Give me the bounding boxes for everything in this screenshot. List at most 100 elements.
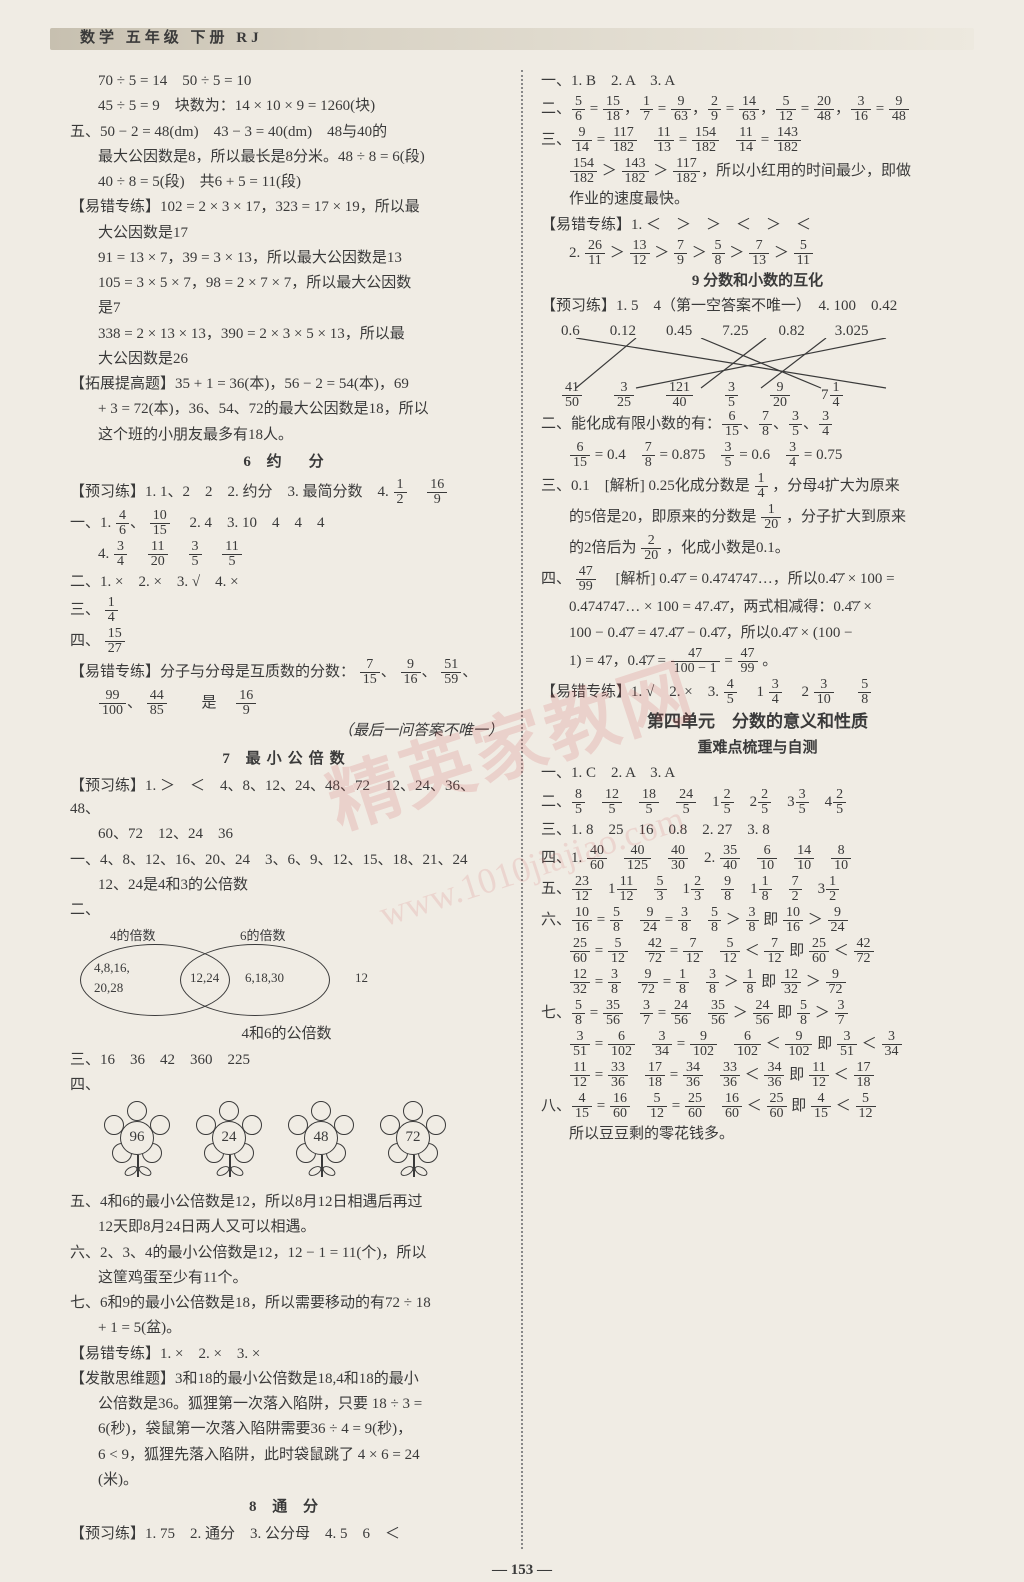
cross-val: 325 [613,381,635,410]
text-line: 三、16 36 42 360 225 [70,1049,503,1072]
fraction: 12 [826,875,839,904]
venn-caption: 4和6的公倍数 [70,1023,503,1046]
fraction: 34 [114,540,127,569]
section-title: 9 分数和小数的互化 [541,270,974,293]
fraction: 220 [641,534,661,563]
fraction: 29 [708,95,721,124]
text: ，分母4扩大为原来 [772,478,900,494]
fraction: 3336 [720,1061,740,1090]
flower-center: 48 [304,1121,338,1155]
text-line: 60、72 12、24 36 [70,823,503,846]
fraction: 1015 [150,509,170,538]
fraction: 35 [725,381,738,410]
text-line: + 3 = 72(本)，36、54、72的最大公因数是18，所以 [70,398,503,421]
unit-title: 第四单元 分数的意义和性质 [541,709,974,735]
fraction: 14 [105,596,118,625]
text: 。 [762,653,777,669]
text: 四、 [70,633,100,649]
fraction: 3436 [764,1061,784,1090]
text-line: 四、 4799 [解析] 0.4̇7̇ = 0.474747…，所以0.4̇7̇… [541,565,974,594]
text-line: 一、1. B 2. A 3. A [541,70,974,93]
frac-line: 1232 = 38 972 = 18 38 ＞ 18 即 1232 ＞ 972 [541,968,974,997]
fraction: 35 [789,410,802,439]
fraction: 1113 [654,126,674,155]
fraction: 6102 [608,1030,635,1059]
fraction: 38 [678,906,691,935]
fraction: 35 [721,441,734,470]
fraction: 143182 [774,126,801,155]
fraction: 117182 [673,157,700,186]
text-line: 【易错专练】1. √ 2. × 3. 45 1 34 2 310 58 [541,678,974,707]
frac-line: 615 = 0.4 78 = 0.875 35 = 0.6 34 = 0.75 [541,441,974,470]
fraction: 1016 [572,906,592,935]
right-column: 一、1. B 2. A 3. A 二、56 = 1518，17 = 963，29… [541,70,974,1549]
text-line: 三、0.1 [解析] 0.25化成分数是 14 ，分母4扩大为原来 [541,472,974,501]
fraction: 185 [639,788,659,817]
fraction: 511 [794,239,813,268]
fraction: 37 [835,999,848,1028]
text-line: 【预习练】1. 75 2. 通分 3. 公分母 4. 5 6 ＜ [70,1523,503,1546]
fraction: 1312 [630,239,650,268]
text-line: 6 < 9，狐狸先落入陷阱，此时袋鼠跳了 4 × 6 = 24 [70,1444,503,1467]
fraction: 18 [743,968,756,997]
text-line: 【易错专练】分子与分母是互质数的分数： 715、 916、 5159、 [70,658,503,687]
text: 【易错专练】分子与分母是互质数的分数： [70,664,355,680]
cross-val: 920 [769,381,791,410]
fraction: 2456 [671,999,691,1028]
text-line: 三、1. 8 25 16 0.8 2. 27 3. 8 [541,819,974,842]
fraction: 512 [647,1092,667,1121]
fraction: 38 [706,968,719,997]
fraction: 3556 [603,999,623,1028]
frac-line: 二、85 125 185 245 125 225 335 425 [541,788,974,817]
venn-vals: 4,8,16, 20,28 [94,958,130,998]
text-line: 七、6和9的最小公倍数是18，所以需要移动的有72 ÷ 18 [70,1292,503,1315]
fraction: 46 [116,509,129,538]
cross-val: 4150 [561,381,583,410]
cross-diagram: 0.60.120.457.250.823.025 415032512140359… [561,320,974,410]
fraction: 34 [819,410,832,439]
fraction: 9102 [785,1030,812,1059]
fraction: 58 [610,906,623,935]
fraction: 58 [712,239,725,268]
fraction: 972 [826,968,846,997]
frac-line: 1112 = 3336 1718 = 3436 3336 ＜ 3436 即 11… [541,1061,974,1090]
text-line: 二、1. × 2. × 3. √ 4. × [70,571,503,594]
frac-line: 四、1. 4060 40125 4030 2. 3540 610 1410 81… [541,844,974,873]
fraction: 4485 [147,689,167,718]
text-line: 【易错专练】102 = 2 × 3 × 17，323 = 17 × 19，所以最 [70,196,503,219]
fraction: 99100 [99,689,126,718]
text-line: 【预习练】1. 1、2 2 2. 约分 3. 最简分数 4. 12 169 [70,478,503,507]
text-line: 12、24是4和3的公倍数 [70,874,503,897]
fraction: 712 [764,937,784,966]
text: 【易错专练】1. √ 2. × 3. [541,684,723,700]
text-line: 【易错专练】1. ＜ ＞ ＞ ＜ ＞ ＜ [541,214,974,237]
cross-bot: 41503251214035920714 [561,381,974,410]
text-line: 【预习练】1. ＞ ＜ 4、8、12、24、48、72 12、24、36、48、 [70,775,503,822]
venn-extra: 12 [355,968,368,988]
fraction: 58 [797,999,810,1028]
fraction: 914 [572,126,592,155]
fraction: 325 [614,381,634,410]
text-line: 40 ÷ 8 = 5(段) 共6 + 5 = 11(段) [70,171,503,194]
fraction: 3336 [608,1061,628,1090]
text-line: 公倍数是36。狐狸第一次落入陷阱，只要 18 ÷ 3 = [70,1393,503,1416]
fraction: 2312 [572,875,592,904]
content-columns: 70 ÷ 5 = 14 50 ÷ 5 = 10 45 ÷ 5 = 9 块数为：1… [70,70,974,1549]
frac-line: 二、能化成有限小数的有：615、78、35、34 [541,410,974,439]
fraction: 72 [789,875,802,904]
frac-line: 八、415 = 1660 512 = 2560 1660 ＜ 2560 即 41… [541,1092,974,1121]
flowers-row: 四、 96244872 [70,1074,503,1187]
fraction: 78 [642,441,655,470]
fraction: 920 [770,381,790,410]
fraction: 512 [856,1092,876,1121]
fraction: 1718 [854,1061,874,1090]
text: 4. [98,546,113,562]
frac-line: 五、2312 11112 53 123 98 118 72 312 [541,875,974,904]
fraction: 1660 [722,1092,742,1121]
fraction: 924 [828,906,848,935]
fraction: 40125 [624,844,651,873]
fraction: 120 [761,503,781,532]
fraction: 715 [360,658,380,687]
fraction: 6102 [734,1030,761,1059]
fraction: 14 [755,472,768,501]
